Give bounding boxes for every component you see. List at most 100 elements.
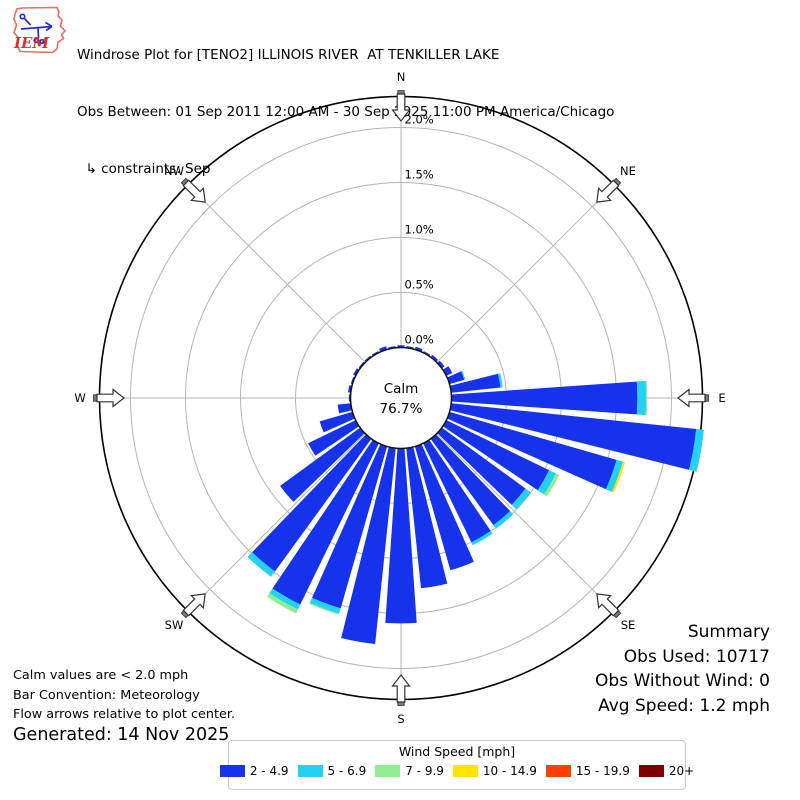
wind-speed-legend: Wind Speed [mph] 2 - 4.9 5 - 6.9 7 - 9.9 10… bbox=[219, 740, 694, 790]
note-bar-convention: Bar Convention: Meteorology bbox=[13, 687, 200, 703]
wind-petal-120 bbox=[442, 420, 550, 491]
compass-label-E: E bbox=[718, 391, 725, 405]
grid-spoke bbox=[187, 184, 366, 363]
legend-swatch bbox=[545, 765, 571, 777]
wind-petal-90 bbox=[645, 380, 648, 416]
legend-label: 5 - 6.9 bbox=[327, 764, 367, 778]
calm-circle bbox=[349, 346, 453, 450]
wind-petal-140 bbox=[430, 434, 511, 526]
wind-petal-120 bbox=[537, 470, 557, 495]
compass-label-S: S bbox=[397, 712, 404, 726]
wind-petal-70 bbox=[447, 371, 465, 385]
wind-petal-110 bbox=[605, 459, 623, 492]
wind-petal-260 bbox=[337, 403, 352, 414]
wind-petal-210 bbox=[266, 593, 298, 614]
legend-title: Wind Speed [mph] bbox=[398, 744, 516, 759]
radial-tick-0.5%: 0.5% bbox=[405, 278, 434, 292]
wind-petal-80 bbox=[498, 373, 503, 388]
wind-petal-170 bbox=[406, 447, 448, 589]
wind-petal-220 bbox=[252, 434, 372, 572]
wind-petal-150 bbox=[423, 439, 491, 543]
wind-petal-250 bbox=[319, 411, 355, 433]
note-calm: Calm values are < 2.0 mph bbox=[13, 668, 189, 683]
wind-petal-100 bbox=[689, 429, 704, 472]
legend-swatch bbox=[638, 765, 664, 777]
iem-logo: IEM bbox=[13, 6, 67, 54]
calm-label: Calm bbox=[384, 381, 419, 397]
wind-petal-200 bbox=[309, 597, 341, 614]
weather-vane-glyph bbox=[19, 13, 53, 45]
wind-petal-340 bbox=[379, 346, 388, 352]
wind-petal-190 bbox=[341, 447, 396, 645]
compass-label-W: W bbox=[74, 391, 85, 405]
legend-swatch bbox=[219, 765, 245, 777]
wind-petal-200 bbox=[312, 444, 388, 609]
grid-spoke bbox=[436, 433, 615, 612]
compass-label-SW: SW bbox=[165, 618, 184, 632]
iem-logo-text: IEM bbox=[13, 34, 49, 52]
iowa-outline bbox=[13, 6, 67, 54]
legend-swatch bbox=[375, 765, 401, 777]
wind-petal-200 bbox=[309, 602, 340, 615]
wind-petal-240 bbox=[308, 420, 360, 456]
wind-petal-180 bbox=[385, 448, 417, 624]
legend-label: 2 - 4.9 bbox=[249, 764, 289, 778]
wind-petal-140 bbox=[493, 511, 514, 529]
summary-obs-used: Obs Used: 10717 bbox=[623, 646, 770, 667]
wind-petal-90 bbox=[451, 381, 638, 415]
wind-petal-210 bbox=[269, 588, 301, 610]
summary-obs-without-wind: Obs Without Wind: 0 bbox=[595, 671, 770, 691]
legend-item: 20+ bbox=[638, 764, 695, 778]
legend-item: 15 - 19.9 bbox=[545, 764, 630, 778]
legend-label: 7 - 9.9 bbox=[405, 764, 444, 778]
wind-petal-70 bbox=[461, 370, 466, 380]
radial-tick-2.0%: 2.0% bbox=[405, 113, 434, 127]
note-flow-arrows: Flow arrows relative to plot center. bbox=[13, 707, 236, 722]
wind-petal-40 bbox=[430, 354, 438, 362]
constraints-line: ↳ constraints: Sep bbox=[77, 161, 211, 177]
compass-label-SE: SE bbox=[621, 618, 636, 632]
grid-spoke bbox=[187, 433, 366, 612]
compass-label-NW: NW bbox=[164, 164, 184, 178]
wind-petal-130 bbox=[511, 488, 531, 510]
legend-item: 7 - 9.9 bbox=[375, 764, 444, 778]
legend-label: 20+ bbox=[668, 764, 695, 778]
compass-label-NE: NE bbox=[620, 164, 636, 178]
flow-arrow bbox=[677, 388, 706, 408]
legend-item: 5 - 6.9 bbox=[297, 764, 367, 778]
wind-petal-90 bbox=[636, 380, 647, 416]
flow-arrow bbox=[596, 593, 620, 617]
summary-avg-speed: Avg Speed: 1.2 mph bbox=[598, 695, 770, 716]
page-title: Windrose Plot for [TENO2] ILLINOIS RIVER… bbox=[77, 47, 500, 63]
wind-petal-220 bbox=[247, 552, 275, 577]
radial-tick-1.0%: 1.0% bbox=[405, 223, 434, 237]
calm-percentage: 76.7% bbox=[380, 401, 423, 417]
wind-petal-150 bbox=[471, 531, 493, 546]
summary-title: Summary bbox=[687, 622, 770, 642]
grid-spoke bbox=[436, 184, 615, 363]
generated-date: Generated: 14 Nov 2025 bbox=[13, 724, 230, 745]
wind-petal-160 bbox=[414, 444, 474, 571]
wind-petal-20 bbox=[414, 346, 423, 352]
flow-arrow bbox=[96, 388, 125, 408]
legend-row: 2 - 4.9 5 - 6.9 7 - 9.9 10 - 14.9 15 - 19.9 2… bbox=[219, 764, 694, 778]
notes-block: Calm values are < 2.0 mph Bar Convention… bbox=[13, 666, 235, 745]
compass-label-N: N bbox=[397, 70, 406, 84]
wind-petal-230 bbox=[280, 427, 365, 502]
wind-petal-80 bbox=[450, 373, 501, 393]
flow-arrow bbox=[391, 674, 411, 703]
legend-swatch bbox=[452, 765, 478, 777]
wind-petal-130 bbox=[437, 427, 526, 505]
radial-tick-0.0%: 0.0% bbox=[405, 333, 434, 347]
legend-item: 10 - 14.9 bbox=[452, 764, 537, 778]
wind-petal-210 bbox=[272, 439, 379, 605]
wind-petal-110 bbox=[447, 411, 617, 490]
legend-label: 15 - 19.9 bbox=[575, 764, 630, 778]
legend-swatch bbox=[297, 765, 323, 777]
legend-label: 10 - 14.9 bbox=[482, 764, 537, 778]
flow-arrow bbox=[596, 179, 620, 203]
flow-arrow bbox=[182, 179, 206, 203]
wind-petal-120 bbox=[544, 473, 560, 497]
